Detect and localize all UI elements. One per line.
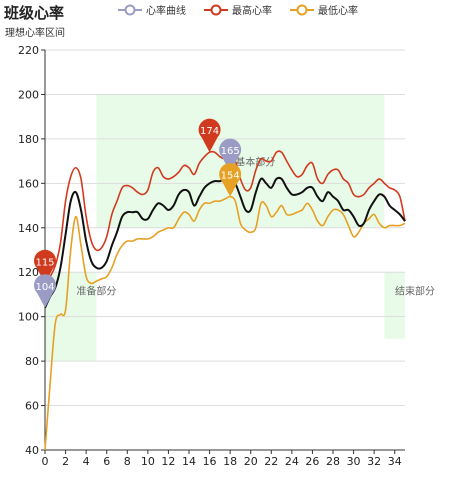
x-tick-label: 26 xyxy=(305,455,319,468)
legend-item: 最低心率 xyxy=(290,4,358,17)
chart-title: 班级心率 xyxy=(4,4,65,22)
x-tick-label: 12 xyxy=(161,455,175,468)
x-tick-label: 8 xyxy=(124,455,131,468)
x-tick-label: 18 xyxy=(223,455,237,468)
zone-area xyxy=(96,94,385,228)
marker-label: 104 xyxy=(35,282,54,293)
legend-marker xyxy=(296,4,308,16)
marker-pin xyxy=(219,163,242,197)
legend-marker xyxy=(124,4,136,16)
marker-pin xyxy=(34,249,56,284)
legend-label: 最低心率 xyxy=(318,4,358,17)
legend-item: 心率曲线 xyxy=(118,4,186,17)
y-tick-label: 40 xyxy=(25,444,39,457)
y-axis-label: 理想心率区间 xyxy=(5,26,65,39)
x-tick-label: 32 xyxy=(367,455,381,468)
x-tick-label: 24 xyxy=(285,455,299,468)
legend-label: 最高心率 xyxy=(232,4,272,17)
x-tick-label: 6 xyxy=(103,455,110,468)
y-tick-label: 120 xyxy=(18,266,39,279)
x-tick-label: 2 xyxy=(62,455,69,468)
marker-label: 154 xyxy=(221,171,240,182)
y-tick-label: 140 xyxy=(18,222,39,235)
zone-label: 准备部分 xyxy=(76,284,116,297)
legend-label: 心率曲线 xyxy=(146,4,186,17)
x-tick-label: 4 xyxy=(83,455,90,468)
y-tick-label: 180 xyxy=(18,133,39,146)
marker-pin xyxy=(34,274,56,308)
y-tick-label: 220 xyxy=(18,44,39,57)
marker-label: 174 xyxy=(200,126,219,137)
y-tick-label: 160 xyxy=(18,177,39,190)
legend-item: 最高心率 xyxy=(204,4,272,17)
x-tick-label: 34 xyxy=(388,455,402,468)
x-tick-label: 22 xyxy=(264,455,278,468)
y-tick-label: 200 xyxy=(18,88,39,101)
x-tick-label: 0 xyxy=(42,455,49,468)
legend-marker xyxy=(210,4,222,16)
y-tick-label: 100 xyxy=(18,311,39,324)
marker-pin xyxy=(198,118,221,153)
marker-label: 115 xyxy=(35,257,54,268)
y-tick-label: 60 xyxy=(25,400,39,413)
zone-label: 基本部分 xyxy=(235,156,275,169)
x-tick-label: 10 xyxy=(141,455,155,468)
x-tick-label: 30 xyxy=(347,455,361,468)
x-tick-label: 16 xyxy=(203,455,217,468)
marker-pin xyxy=(219,138,242,173)
zone-area xyxy=(384,272,405,339)
y-tick-label: 80 xyxy=(25,355,39,368)
series-line xyxy=(44,195,406,451)
x-tick-label: 14 xyxy=(182,455,196,468)
x-tick-label: 28 xyxy=(326,455,340,468)
x-tick-label: 20 xyxy=(244,455,258,468)
marker-label: 165 xyxy=(221,146,240,157)
zone-label: 结束部分 xyxy=(395,284,435,297)
